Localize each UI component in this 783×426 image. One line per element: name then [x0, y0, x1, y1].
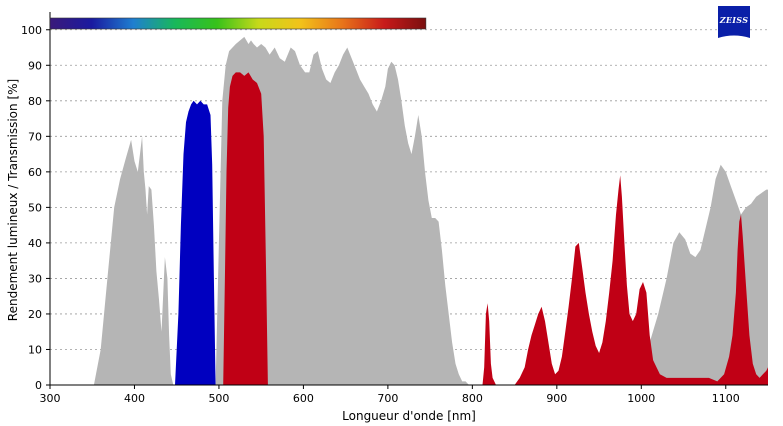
- y-tick-label: 20: [28, 308, 42, 321]
- y-tick-label: 10: [28, 343, 42, 356]
- plot-area: [93, 36, 768, 386]
- x-tick-label: 600: [293, 392, 314, 405]
- y-tick-label: 60: [28, 166, 42, 179]
- spectrum-bar: [49, 17, 427, 30]
- series-area-2: [175, 100, 216, 386]
- y-tick-label: 90: [28, 59, 42, 72]
- x-tick-label: 500: [208, 392, 229, 405]
- axes: [46, 12, 768, 389]
- y-tick-label: 50: [28, 201, 42, 214]
- y-tick-label: 100: [21, 24, 42, 37]
- zeiss-logo: ZEISS: [718, 6, 750, 38]
- tick-labels: 300 400 500 600 700 800 900 1000 1100 0 10 20 30 40 50…: [21, 24, 740, 405]
- x-tick-label: 300: [40, 392, 61, 405]
- y-tick-label: 30: [28, 272, 42, 285]
- y-tick-label: 40: [28, 237, 42, 250]
- y-tick-label: 0: [35, 379, 42, 392]
- x-tick-label: 700: [377, 392, 398, 405]
- zeiss-logo-shape: [718, 6, 750, 38]
- x-axis-label: Longueur d'onde [nm]: [342, 409, 476, 423]
- series-area-3: [223, 72, 270, 386]
- x-tick-label: 800: [462, 392, 483, 405]
- x-tick-label: 1100: [712, 392, 740, 405]
- zeiss-logo-text: ZEISS: [719, 15, 749, 25]
- x-tick-label: 1000: [627, 392, 655, 405]
- y-tick-label: 70: [28, 130, 42, 143]
- y-axis-label: Rendement lumineux / Transmission [%]: [6, 79, 20, 321]
- series-area-4: [482, 175, 768, 385]
- x-tick-label: 900: [546, 392, 567, 405]
- x-tick-label: 400: [124, 392, 145, 405]
- y-tick-label: 80: [28, 95, 42, 108]
